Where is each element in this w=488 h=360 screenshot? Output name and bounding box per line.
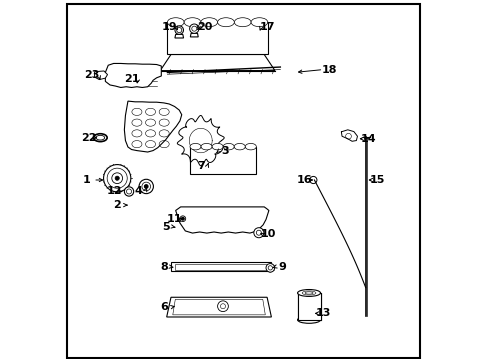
Polygon shape <box>94 71 107 80</box>
Ellipse shape <box>190 143 201 150</box>
Text: 9: 9 <box>278 262 285 272</box>
Ellipse shape <box>234 18 250 27</box>
Text: 1: 1 <box>82 175 90 185</box>
Text: 12: 12 <box>107 186 122 197</box>
Polygon shape <box>105 63 161 87</box>
Circle shape <box>124 187 133 196</box>
Circle shape <box>103 165 131 192</box>
Ellipse shape <box>250 18 267 27</box>
Circle shape <box>139 179 153 194</box>
Circle shape <box>265 264 274 272</box>
Ellipse shape <box>167 18 184 27</box>
Circle shape <box>175 26 183 35</box>
Polygon shape <box>166 297 271 317</box>
Text: 15: 15 <box>369 175 384 185</box>
Circle shape <box>253 228 264 238</box>
Polygon shape <box>167 22 267 54</box>
Text: 3: 3 <box>221 146 228 156</box>
Text: 17: 17 <box>260 22 275 32</box>
Polygon shape <box>190 147 256 174</box>
Text: 18: 18 <box>322 64 337 75</box>
Ellipse shape <box>297 289 320 296</box>
Text: 2: 2 <box>113 200 121 210</box>
Ellipse shape <box>201 18 217 27</box>
Polygon shape <box>160 54 274 71</box>
Text: 4: 4 <box>135 186 142 197</box>
Polygon shape <box>190 33 198 37</box>
Circle shape <box>180 216 185 222</box>
Circle shape <box>144 185 148 188</box>
Text: 14: 14 <box>360 134 375 144</box>
Ellipse shape <box>201 143 212 150</box>
Ellipse shape <box>217 18 234 27</box>
Text: 11: 11 <box>166 214 182 224</box>
Text: 23: 23 <box>84 70 100 80</box>
Text: 20: 20 <box>197 22 212 32</box>
Polygon shape <box>124 101 182 152</box>
Circle shape <box>176 28 182 33</box>
Text: 13: 13 <box>315 309 330 318</box>
Ellipse shape <box>184 18 201 27</box>
Polygon shape <box>175 207 268 233</box>
Ellipse shape <box>245 143 256 150</box>
Polygon shape <box>341 130 357 141</box>
Circle shape <box>181 217 184 220</box>
Ellipse shape <box>234 143 245 150</box>
Text: 16: 16 <box>296 175 312 185</box>
Polygon shape <box>297 293 320 320</box>
Text: 6: 6 <box>160 302 167 312</box>
Text: 10: 10 <box>260 229 275 239</box>
Circle shape <box>115 176 119 180</box>
Ellipse shape <box>223 143 234 150</box>
Text: 7: 7 <box>197 161 204 171</box>
Text: 21: 21 <box>123 74 139 84</box>
Ellipse shape <box>297 316 320 323</box>
Polygon shape <box>175 35 183 38</box>
Circle shape <box>189 24 199 33</box>
Ellipse shape <box>212 143 223 150</box>
Text: 22: 22 <box>81 133 96 143</box>
Text: 8: 8 <box>160 262 167 272</box>
Text: 5: 5 <box>162 222 169 231</box>
Polygon shape <box>171 262 270 271</box>
Text: 19: 19 <box>161 22 177 32</box>
